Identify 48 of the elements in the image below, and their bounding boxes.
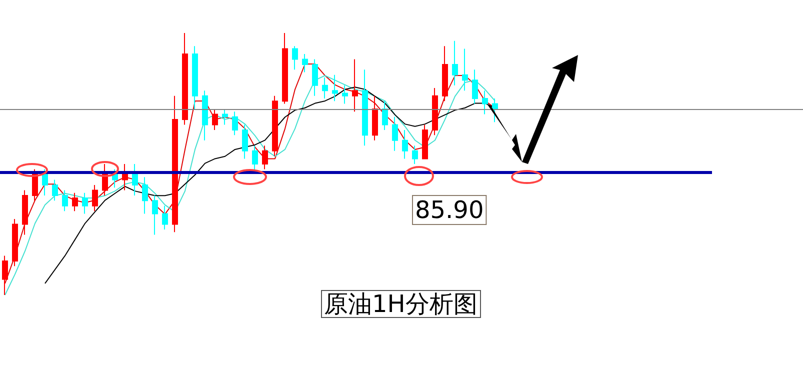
- candlestick: [372, 95, 378, 141]
- candlestick: [162, 205, 168, 230]
- candlestick: [412, 145, 418, 164]
- candlestick: [492, 98, 498, 123]
- candlestick: [302, 53, 308, 73]
- candlestick: [352, 58, 358, 112]
- candlestick: [22, 190, 28, 236]
- annotation: 85.90: [415, 196, 484, 224]
- candlestick: [282, 32, 288, 104]
- candlestick: [172, 95, 178, 233]
- candlestick: [292, 46, 298, 70]
- candlestick: [452, 40, 458, 86]
- candlestick: [322, 77, 328, 99]
- candlestick: [442, 46, 448, 102]
- candlestick: [62, 190, 68, 212]
- candlestick: [272, 95, 278, 157]
- candlestick: [312, 58, 318, 96]
- candlestick: [432, 88, 438, 136]
- candlestick: [222, 108, 228, 126]
- candlestick: [402, 129, 408, 160]
- candlestick: [252, 145, 258, 172]
- candlestick: [202, 90, 208, 141]
- candlestick: [242, 124, 248, 160]
- text: 原油1H分析图: [324, 290, 478, 318]
- candlestick: [12, 218, 18, 267]
- candlestick: [122, 164, 128, 191]
- candlestick: [262, 145, 268, 170]
- candlestick: [472, 69, 478, 104]
- candlestick: [72, 192, 78, 212]
- candlestick: [192, 46, 198, 110]
- candlestick: [132, 164, 138, 196]
- candlestick: [182, 32, 188, 126]
- candlestick: [52, 179, 58, 202]
- candlestick: [422, 124, 428, 160]
- candlestick: [152, 194, 158, 236]
- candlestick: [92, 184, 98, 212]
- candlestick: [342, 84, 348, 104]
- candlestick: [382, 100, 388, 130]
- candlestick: [232, 111, 238, 136]
- candlestick: [482, 90, 488, 115]
- candlestick: [82, 192, 88, 214]
- candlestick: [212, 108, 218, 130]
- candlestick: [362, 69, 368, 146]
- candlestick: [142, 176, 148, 214]
- candlestick: [332, 74, 338, 102]
- candlestick: [2, 255, 8, 296]
- candlestick: [462, 48, 468, 92]
- candlestick: [392, 116, 398, 152]
